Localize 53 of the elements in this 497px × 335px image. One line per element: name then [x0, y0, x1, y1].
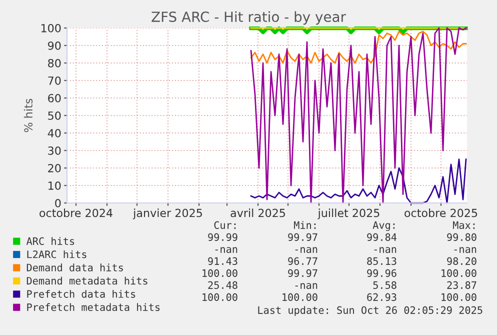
text: 98.20 [447, 257, 476, 265]
x-tick-label: juillet 2025 [318, 208, 380, 220]
x-tick-label: octobre 2025 [404, 208, 478, 218]
legend-label: Demand data hits [26, 264, 123, 272]
legend-label: Prefetch metadata hits [27, 303, 160, 312]
y-axis-title: % hits [24, 98, 33, 132]
y-tick-label: 40 [48, 128, 61, 138]
text: 23.87 [447, 281, 476, 289]
x-tick-label: janvier 2025 [132, 208, 202, 220]
text: Min: [294, 221, 316, 229]
y-tick-label: 50 [48, 111, 61, 120]
y-tick-label: 60 [48, 94, 61, 102]
text: 100.00 [282, 293, 318, 301]
y-tick-label: 10 [48, 181, 61, 190]
legend-label: Demand metadata hits [26, 276, 148, 285]
y-tick-label: 70 [48, 76, 61, 85]
text: Last update: Sun Oct 26 02:05:29 2025 [258, 306, 482, 316]
text: 62.93 [367, 293, 396, 301]
legend-label: L2ARC hits [27, 250, 86, 258]
text: Max: [453, 221, 475, 229]
y-tick-label: 80 [48, 58, 61, 68]
text: 99.97 [288, 269, 318, 277]
chart-title: ZFS ARC - Hit ratio - by year [152, 11, 346, 25]
text: 99.96 [367, 269, 396, 277]
legend-label: ARC hits [26, 237, 74, 245]
text: -nan [295, 283, 318, 289]
text: 100.00 [202, 269, 238, 277]
text: -nan [295, 247, 318, 253]
y-tick-label: 30 [48, 146, 61, 155]
legend-label: Prefetch data hits [27, 290, 136, 298]
text: 91.43 [208, 257, 238, 265]
text: -nan [454, 247, 476, 253]
text: 25.48 [208, 281, 238, 289]
text: Cur: [214, 221, 236, 229]
text: 99.99 [208, 233, 238, 241]
text: 100.00 [442, 269, 476, 277]
text: 85.13 [367, 257, 396, 265]
y-tick-label: 90 [48, 41, 61, 50]
text: 96.77 [288, 257, 318, 265]
text: 99.84 [367, 233, 397, 241]
text: -nan [215, 247, 238, 253]
x-tick-label: octobre 2024 [40, 208, 112, 218]
text: 99.80 [447, 233, 476, 241]
text: 5.58 [373, 281, 396, 289]
text: 99.97 [288, 233, 318, 241]
text: 100.00 [202, 293, 238, 301]
text: Avg: [372, 221, 395, 231]
y-tick-label: 100 [41, 24, 61, 32]
x-tick-label: avril 2025 [230, 208, 285, 218]
text: 100.00 [442, 293, 476, 301]
text: -nan [374, 247, 396, 253]
y-tick-label: 0 [55, 198, 61, 208]
y-tick-label: 20 [48, 164, 61, 172]
